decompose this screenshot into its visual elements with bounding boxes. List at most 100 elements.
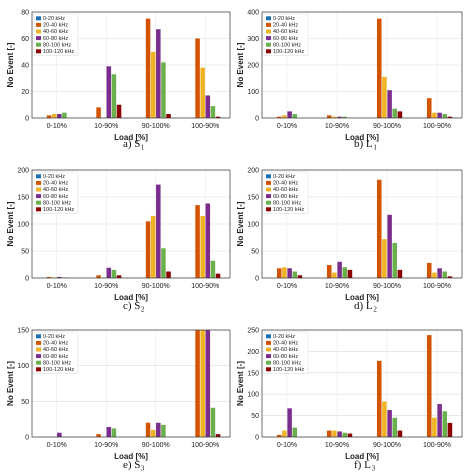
x-tick-label: 100-90% (423, 283, 451, 290)
bar (332, 116, 337, 118)
bar (195, 205, 200, 278)
x-tick-label: 100-90% (191, 123, 219, 130)
y-axis-label: No Event [-] (236, 42, 245, 87)
bar (111, 74, 117, 118)
y-tick-label: 0 (25, 276, 29, 283)
chart-panel-3: 0 50 100 150 200 0-10% 10-90% 90-100% 100-90% Loa… (6, 168, 231, 314)
bar (195, 38, 200, 118)
bar (292, 271, 298, 278)
y-tick-label: 40 (21, 63, 29, 70)
x-tick-label: 10-90% (94, 442, 118, 449)
plot-frame (31, 329, 231, 438)
bar (376, 179, 382, 278)
bar (205, 203, 211, 278)
plot-frame (31, 11, 231, 119)
bar (205, 95, 211, 118)
legend-entry: 40-60 kHz (273, 187, 298, 193)
legend-entry: 60-80 kHz (273, 354, 298, 360)
legend-entry: 20-40 kHz (273, 181, 298, 187)
bar (150, 51, 156, 118)
y-tick-label: 250 (247, 328, 259, 335)
legend-entry: 20-40 kHz (43, 181, 68, 187)
x-tick-label: 10-90% (325, 123, 349, 130)
legend-swatch (266, 22, 271, 27)
y-tick-label: 300 (247, 36, 259, 43)
chart-panel-4: 0 50 100 150 200 0-10% 10-90% 90-100% 100-90% Loa… (236, 168, 463, 314)
bar (442, 411, 448, 437)
x-axis-label: Load [%] (345, 133, 379, 142)
plot-frame (261, 329, 463, 438)
bar (442, 271, 448, 278)
bar (116, 104, 122, 118)
y-tick-label: 100 (247, 392, 259, 399)
plot-frame (261, 11, 463, 119)
bar (442, 114, 448, 118)
legend-swatch (266, 367, 271, 372)
bar (326, 115, 332, 118)
panel-caption: a) S (123, 138, 140, 150)
legend-entry: 80-100 kHz (273, 200, 301, 206)
legend-entry: 100-120 kHz (273, 207, 304, 213)
bar (195, 330, 200, 437)
bar (106, 427, 112, 437)
bar (200, 215, 205, 278)
chart-panel-1: 0 20 40 60 80 0-10% 10-90% 90-100% 100-90% Load [… (6, 10, 231, 152)
legend-entry: 80-100 kHz (43, 200, 71, 206)
y-tick-label: 0 (255, 116, 259, 123)
bar (156, 184, 161, 278)
legend-box (33, 13, 79, 56)
bar (432, 417, 437, 437)
legend-entry: 20-40 kHz (273, 23, 298, 29)
bar (276, 434, 282, 437)
panel-caption: d) L (354, 300, 373, 312)
legend-entry: 0-20 kHz (43, 174, 65, 180)
legend-entry: 0-20 kHz (273, 334, 295, 340)
bar (426, 335, 432, 437)
y-tick-label: 100 (247, 89, 259, 96)
bar (96, 107, 101, 118)
bar (210, 260, 216, 278)
legend-swatch (36, 187, 41, 192)
bar (297, 275, 303, 278)
legend-swatch (36, 194, 41, 199)
x-tick-label: 0-10% (47, 283, 67, 290)
bar (337, 261, 342, 278)
bar (347, 433, 353, 437)
legend-entry: 40-60 kHz (273, 347, 298, 353)
y-tick-label: 150 (17, 328, 29, 335)
bar (46, 276, 52, 278)
plot-frame (31, 169, 231, 279)
bar (111, 428, 117, 437)
legend-swatch (36, 200, 41, 205)
y-axis-label: No Event [-] (236, 201, 245, 246)
bar (337, 116, 342, 118)
y-tick-label: 100 (17, 363, 29, 370)
x-tick-label: 100-90% (423, 442, 451, 449)
bar (447, 276, 453, 278)
legend-entry: 20-40 kHz (43, 23, 68, 29)
legend-swatch (36, 180, 41, 185)
legend-entry: 60-80 kHz (43, 36, 68, 42)
legend-box (33, 171, 79, 214)
legend-swatch (266, 29, 271, 34)
x-tick-label: 10-90% (94, 123, 118, 130)
legend-entry: 60-80 kHz (43, 354, 68, 360)
bar (46, 115, 52, 118)
x-tick-label: 0-10% (277, 442, 297, 449)
legend-entry: 40-60 kHz (43, 347, 68, 353)
x-tick-label: 90-100% (142, 442, 170, 449)
bar (447, 116, 453, 118)
bar (145, 422, 151, 437)
y-tick-label: 200 (17, 168, 29, 175)
x-tick-label: 0-10% (277, 283, 297, 290)
bar (156, 29, 161, 119)
bar (342, 267, 348, 278)
plot-frame (261, 169, 463, 279)
legend-swatch (266, 340, 271, 345)
legend-entry: 60-80 kHz (273, 194, 298, 200)
bar (111, 269, 117, 278)
